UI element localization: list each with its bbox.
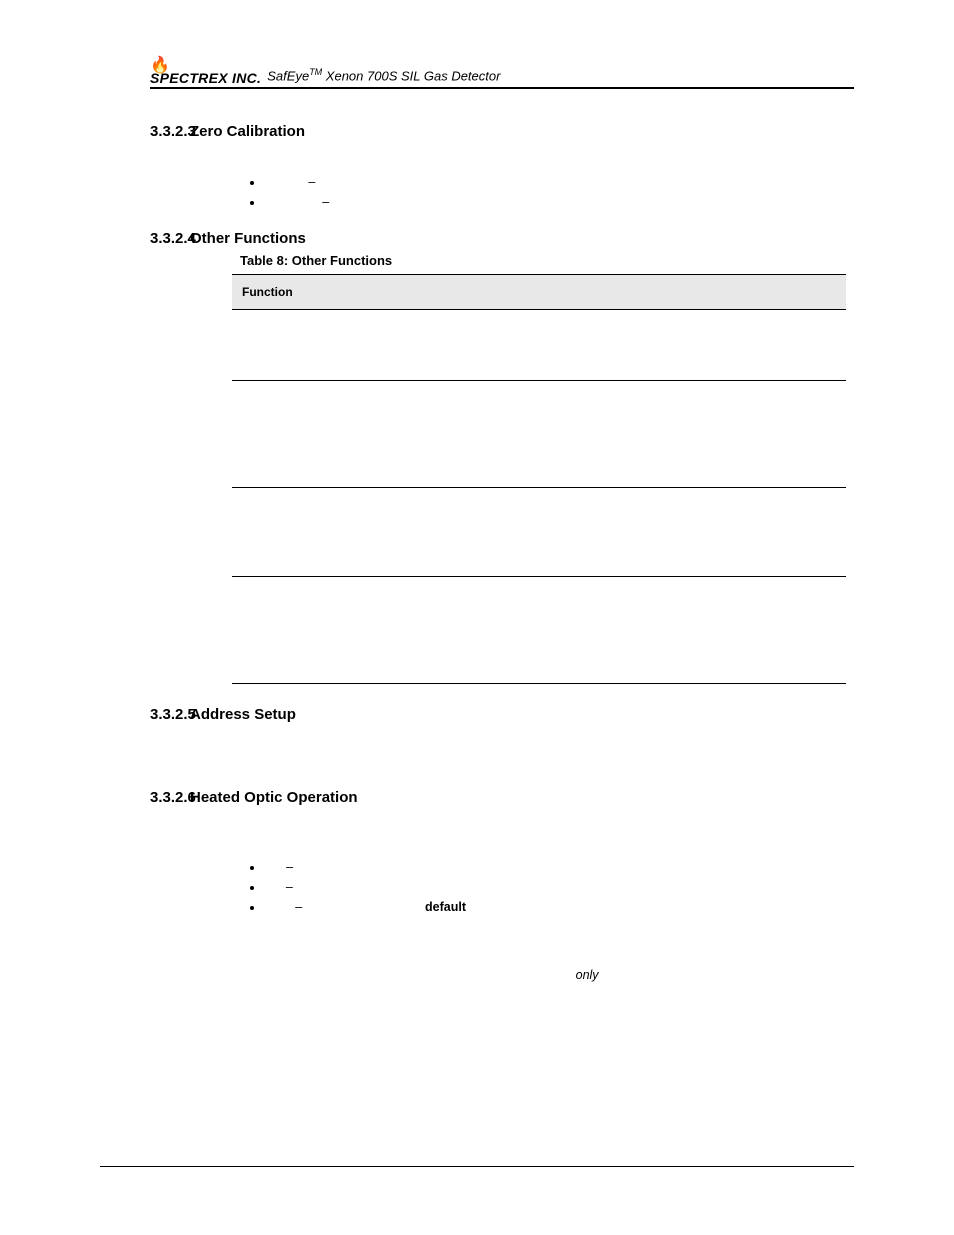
list-item-lead: Remotely <box>264 195 320 209</box>
section-address-setup: 3.3.2.5 Address Setup <box>100 706 854 723</box>
table-cell: Calls for maintenance while the device i… <box>352 576 592 683</box>
dash-icon: – <box>320 195 331 209</box>
table-row: Standby Use in conditions where gas read… <box>232 380 846 487</box>
paragraph: The front optical window can be heated t… <box>240 812 854 851</box>
list-item-lead: Off <box>264 880 284 894</box>
paragraph: The zero calibration can be performed in… <box>240 146 854 165</box>
section-body: The front optical window can be heated t… <box>240 812 854 1024</box>
paragraph: You can change the mode through the RS-4… <box>240 923 854 942</box>
bullet-list: Locally – via magnet switch Remotely – v… <box>264 172 854 212</box>
table-header: Function <box>232 274 352 309</box>
section-other-functions: 3.3.2.4 Other Functions <box>100 230 854 247</box>
doc-title-post: Xenon 700S SIL Gas Detector <box>322 68 500 83</box>
table-cell: Standby <box>232 380 352 487</box>
table-cell: Obscuration value reading <box>232 487 352 576</box>
brand-logo: 🔥 SPECTREX INC. <box>150 60 261 85</box>
doc-title: SafEyeTM Xenon 700S SIL Gas Detector <box>267 67 500 85</box>
list-item-rest2: ) <box>466 900 470 914</box>
table-cell: In this mode, the 0–20mA output is set t… <box>592 380 846 487</box>
list-item-lead: Locally <box>264 175 306 189</box>
table-cell: Indicates how dirty the optics are, from… <box>592 487 846 576</box>
list-item-rest: heated optics disabled <box>295 880 423 894</box>
list-item: Off – heated optics disabled <box>264 877 854 897</box>
table-cell: In this mode, the automatic gain mechani… <box>592 309 846 380</box>
table-cell: Used during the first installation or re… <box>352 309 592 380</box>
emphasis-only: only <box>576 968 599 982</box>
dash-icon: – <box>306 175 317 189</box>
section-body: When using an RS-485 network, the addres… <box>240 729 854 768</box>
paragraph: When using an RS-485 network, the addres… <box>240 729 854 768</box>
section-heated-optic: 3.3.2.6 Heated Optic Operation <box>100 789 854 806</box>
section-number: 3.3.2.3 <box>100 123 170 140</box>
table-cell: Maintenance call <box>232 576 352 683</box>
table-header: Description <box>592 274 846 309</box>
section-number: 3.3.2.5 <box>100 706 170 723</box>
dash-icon: – <box>293 900 304 914</box>
list-item: On – heater on at maximum power <box>264 857 854 877</box>
table-cell: When this optional feature is selected, … <box>592 576 846 683</box>
section-title: Zero Calibration <box>190 123 305 140</box>
table-cell: Alignment <box>232 309 352 380</box>
list-item: Auto – automatic operation (default) <box>264 897 854 917</box>
footer-rev: TM788100 Rev B, April 2013 <box>701 1173 854 1187</box>
doc-title-sup: TM <box>309 67 322 77</box>
section-title: Address Setup <box>190 706 296 723</box>
list-item-lead: On <box>264 860 284 874</box>
bullet-list: On – heater on at maximum power Off – he… <box>264 857 854 917</box>
table-cell: Use in conditions where gas reading is n… <box>352 380 592 487</box>
brand-text: SPECTREX INC. <box>150 71 261 85</box>
list-item-rest: via magnet switch <box>317 175 420 189</box>
table-row: Obscuration value reading Reading the ob… <box>232 487 846 576</box>
section-number: 3.3.2.4 <box>100 230 170 247</box>
list-item: Locally – via magnet switch <box>264 172 854 192</box>
list-item-rest: automatic operation ( <box>304 900 425 914</box>
other-functions-table: Function Purpose Description Alignment U… <box>232 274 846 684</box>
table-cell: Reading the obscuration value helps the … <box>352 487 592 576</box>
table-row: Maintenance call Calls for maintenance w… <box>232 576 846 683</box>
section-number: 3.3.2.6 <box>100 789 170 806</box>
footer: 18 TM788100 Rev B, April 2013 <box>100 1166 854 1187</box>
section-title: Other Functions <box>190 230 306 247</box>
section-body: The zero calibration can be performed in… <box>240 146 854 211</box>
dash-icon: – <box>284 860 295 874</box>
dash-icon: – <box>284 880 295 894</box>
list-item-lead: Auto <box>264 900 293 914</box>
list-item-rest: via RS-485 link with a PC or using HART <box>331 195 561 209</box>
table-caption: Table 8: Other Functions <box>240 253 854 268</box>
section-title: Heated Optic Operation <box>190 789 358 806</box>
table-row: Alignment Used during the first installa… <box>232 309 846 380</box>
section-body: Table 8: Other Functions Function Purpos… <box>240 253 854 684</box>
page-number: 18 <box>100 1173 113 1187</box>
list-item-rest: heater on at maximum power <box>295 860 460 874</box>
paragraph: In automatic mode, the heated optics ope… <box>240 946 854 1024</box>
list-item: Remotely – via RS-485 link with a PC or … <box>264 192 854 212</box>
header: 🔥 SPECTREX INC. SafEyeTM Xenon 700S SIL … <box>150 60 854 89</box>
page: 🔥 SPECTREX INC. SafEyeTM Xenon 700S SIL … <box>0 0 954 1235</box>
table-header-row: Function Purpose Description <box>232 274 846 309</box>
table-header: Purpose <box>352 274 592 309</box>
section-zero-calibration: 3.3.2.3 Zero Calibration <box>100 123 854 140</box>
doc-title-pre: SafEye <box>267 68 309 83</box>
list-item-bold: default <box>425 900 466 914</box>
